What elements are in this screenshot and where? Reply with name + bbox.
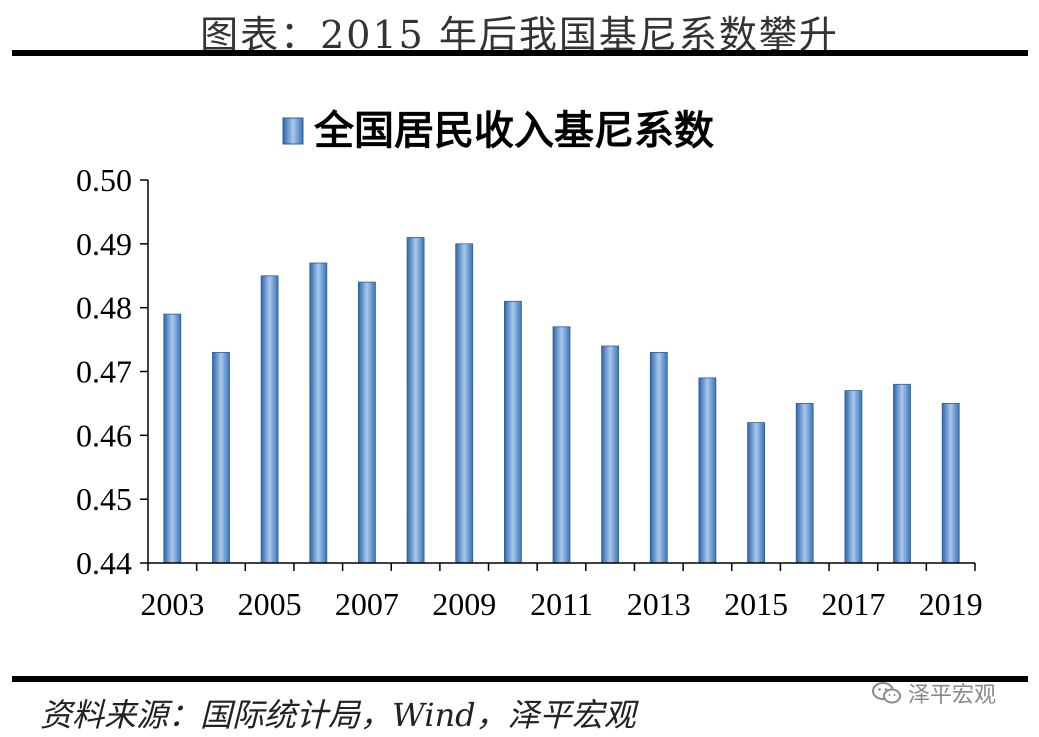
bar-2009 <box>455 243 474 564</box>
bar-2019 <box>941 402 960 564</box>
axes: 0.44 0.45 0.46 0.47 0.48 0.49 0.50 2003 2005 2007… <box>76 162 983 622</box>
bar-2016 <box>795 402 814 564</box>
x-tick-label: 2017 <box>821 586 885 622</box>
bar-chart: 全国居民收入基尼系数 0.44 0.45 0.46 0.47 0.48 0.49 0.50 2… <box>76 108 983 622</box>
bar-2007 <box>357 281 376 564</box>
bar-2013 <box>649 351 668 564</box>
bar-2017 <box>844 390 863 564</box>
wechat-icon <box>872 682 901 704</box>
bar-2005 <box>260 275 279 564</box>
legend-label: 全国居民收入基尼系数 <box>313 108 714 154</box>
x-tick-label: 2007 <box>335 586 399 622</box>
source-note: 资料来源：国际统计局，Wind，泽平宏观 <box>40 696 636 734</box>
bar-2012 <box>601 345 619 564</box>
bar-2008 <box>406 237 425 564</box>
bar-2003 <box>163 313 182 564</box>
bar-2010 <box>503 300 522 564</box>
page-title: 图表：2015 年后我国基尼系数攀升 <box>200 13 839 57</box>
bottom-rule <box>12 676 1028 682</box>
watermark: 泽平宏观 <box>872 677 996 709</box>
x-tick-label: 2013 <box>627 586 691 622</box>
bars <box>163 237 960 564</box>
y-tick-label: 0.46 <box>76 417 132 453</box>
bar-2011 <box>552 326 571 564</box>
x-tick-label: 2011 <box>530 586 593 622</box>
bar-2006 <box>309 262 328 564</box>
y-tick-label: 0.48 <box>76 290 132 326</box>
watermark-label: 泽平宏观 <box>908 683 997 708</box>
bar-2004 <box>212 351 230 564</box>
x-tick-label: 2005 <box>238 586 302 622</box>
x-tick-label: 2003 <box>140 586 204 622</box>
legend: 全国居民收入基尼系数 <box>282 108 714 154</box>
y-tick-label: 0.50 <box>76 162 132 198</box>
y-tick-label: 0.47 <box>76 354 132 390</box>
y-tick-label: 0.49 <box>76 226 132 262</box>
bar-2014 <box>698 377 717 564</box>
top-rule <box>12 50 1028 56</box>
y-tick-label: 0.44 <box>76 545 132 581</box>
x-tick-label: 2019 <box>919 586 983 622</box>
bar-2018 <box>893 383 911 564</box>
x-tick-label: 2009 <box>432 586 496 622</box>
x-tick-label: 2015 <box>724 586 788 622</box>
bar-2015 <box>747 422 765 564</box>
y-tick-label: 0.45 <box>76 481 132 517</box>
legend-swatch <box>282 117 304 145</box>
